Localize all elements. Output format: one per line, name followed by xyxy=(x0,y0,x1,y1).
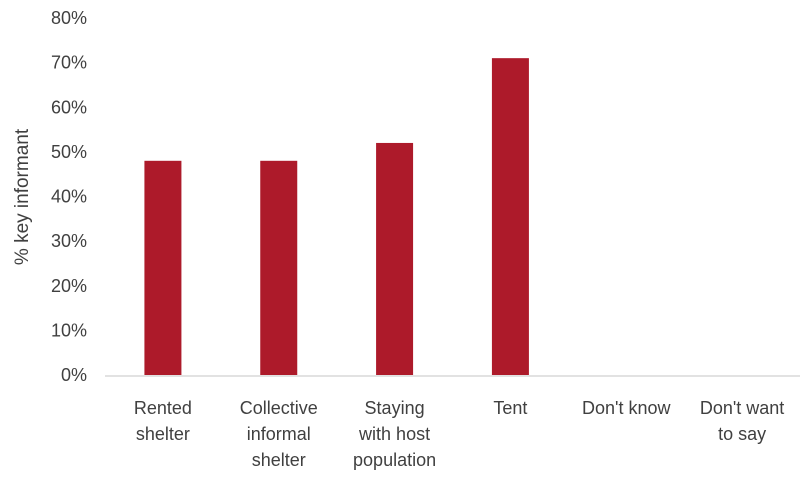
x-category-label-line: shelter xyxy=(136,424,190,444)
x-category-label-line: Collective xyxy=(240,398,318,418)
y-tick-label: 50% xyxy=(51,142,87,162)
x-category-label-line: shelter xyxy=(252,450,306,470)
x-category-label-line: Don't want xyxy=(700,398,784,418)
y-tick-label: 80% xyxy=(51,8,87,28)
x-category-label-line: Rented xyxy=(134,398,192,418)
bar xyxy=(491,58,529,375)
y-tick-label: 70% xyxy=(51,53,87,73)
x-category-label-line: Staying xyxy=(365,398,425,418)
x-category-label: Don't want to say xyxy=(700,398,784,444)
x-category-label: Don't know xyxy=(582,398,671,418)
bar xyxy=(144,160,182,375)
x-category-label: Rented shelter xyxy=(134,398,192,444)
y-axis-title: % key informant xyxy=(12,128,33,265)
x-category-label-line: Don't know xyxy=(582,398,671,418)
bar xyxy=(260,160,298,375)
bar xyxy=(376,142,414,375)
y-tick-label: 10% xyxy=(51,320,87,340)
x-category-label: Tent xyxy=(493,398,527,418)
bars xyxy=(144,58,529,375)
y-tick-label: 20% xyxy=(51,276,87,296)
x-category-label-line: to say xyxy=(718,424,766,444)
y-tick-label: 40% xyxy=(51,187,87,207)
y-axis-title-group: % key informant xyxy=(12,128,33,265)
x-category-label-line: Tent xyxy=(493,398,527,418)
y-tick-label: 30% xyxy=(51,231,87,251)
x-category-label-line: with host xyxy=(358,424,430,444)
y-tick-label: 60% xyxy=(51,97,87,117)
x-category-labels: Rented shelter Collective informal shelter St… xyxy=(134,398,784,470)
x-category-label-line: informal xyxy=(247,424,311,444)
x-category-label-line: population xyxy=(353,450,436,470)
y-tick-label: 0% xyxy=(61,365,87,385)
y-tick-labels: 0% 10% 20% 30% 40% 50% 60% 70% 80% xyxy=(51,8,87,385)
x-category-label: Staying with host population xyxy=(353,398,436,470)
x-category-label: Collective informal shelter xyxy=(240,398,318,470)
